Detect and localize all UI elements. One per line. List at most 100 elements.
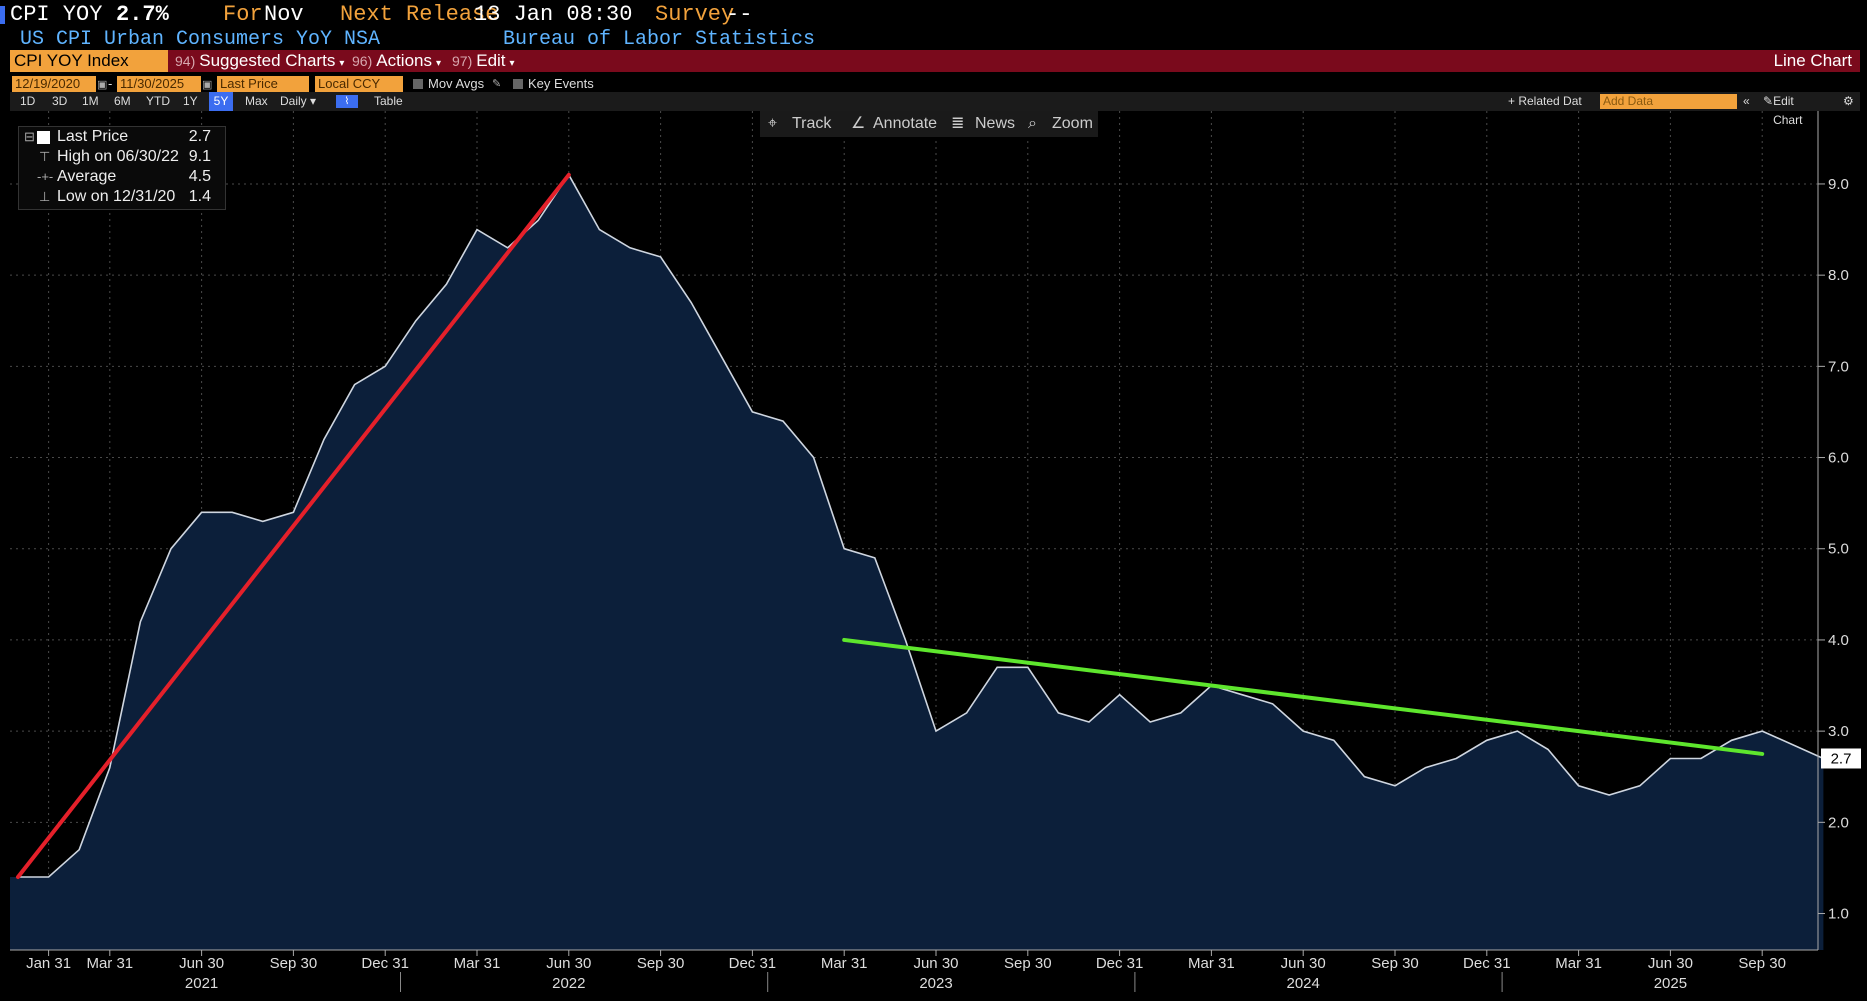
y-tick-label: 2.0 [1828, 814, 1849, 831]
edit-num: 97) [452, 53, 473, 69]
for-value: Nov [264, 2, 304, 27]
title-bar: CPI YOY 2.7% For Nov Next Release 13 Jan… [0, 0, 1867, 30]
y-tick-label: 4.0 [1828, 632, 1849, 649]
edit-menu[interactable]: 97) Edit ▾ [452, 50, 515, 72]
last-value-label: 2.7 [1831, 750, 1852, 767]
gear-icon[interactable]: ⚙ [1843, 94, 1854, 108]
price-field-select[interactable]: Last Price [217, 76, 309, 92]
for-label: For [223, 2, 263, 27]
legend-avg-value: 4.5 [188, 168, 211, 185]
range-bar: 1D 3D 1M 6M YTD 1Y 5Y Max Daily ▾ ⌇ Tabl… [10, 92, 1860, 127]
pencil-icon[interactable]: ✎ [492, 78, 502, 90]
legend-row-last[interactable]: ⊟ Last Price 2.7 [19, 127, 225, 147]
x-tick-label: Sep 30 [270, 955, 318, 972]
chart-type-label[interactable]: Line Chart [1773, 51, 1852, 70]
next-release-label: Next Release [340, 2, 499, 27]
survey-label: Survey [655, 2, 735, 27]
series-description: US CPI Urban Consumers YoY NSA [20, 28, 381, 51]
legend-low-label: Low on 12/31/20 [57, 188, 176, 205]
edit-chart-button[interactable]: ✎ Edit Chart [1763, 92, 1802, 127]
x-tick-label: Sep 30 [1738, 955, 1786, 972]
average-marker-icon: -+- [37, 169, 54, 184]
currency-select[interactable]: Local CCY [315, 76, 403, 92]
legend-high-label: High on 06/30/22 [57, 148, 179, 165]
key-events-label[interactable]: Key Events [528, 76, 594, 91]
year-label: 2025 [1654, 975, 1687, 992]
range-1d[interactable]: 1D [20, 94, 36, 108]
year-label: 2022 [552, 975, 585, 992]
legend-row-low: ⊥ Low on 12/31/20 1.4 [19, 187, 225, 207]
range-max[interactable]: Max [245, 94, 268, 108]
y-tick-label: 8.0 [1828, 267, 1849, 284]
white-square-icon [37, 131, 50, 144]
x-tick-label: Sep 30 [1004, 955, 1052, 972]
table-button[interactable]: Table [374, 94, 403, 108]
news-button[interactable]: News [975, 115, 1016, 132]
collapse-icon[interactable]: « [1743, 94, 1750, 108]
axes: 1.0 2.0 3.0 4.0 5.0 6.0 7.0 8.0 9.0 Jan 31 Mar 31 J… [10, 111, 1861, 992]
ticker-field[interactable]: CPI YOY Index [10, 50, 168, 72]
news-icon[interactable]: ≣ [951, 115, 965, 132]
ticker-marker [0, 6, 5, 24]
legend-row-average: -+- Average 4.5 [19, 167, 225, 187]
range-6m[interactable]: 6M [114, 94, 131, 108]
range-5y[interactable]: 5Y [209, 92, 233, 111]
green-trend-line [842, 637, 1765, 756]
x-tick-label: Mar 31 [1188, 955, 1235, 972]
legend-box: ⊟ Last Price 2.7 ⊤ High on 06/30/22 9.1 … [18, 126, 226, 210]
frequency-select[interactable]: Daily ▾ [280, 94, 317, 108]
key-events-checkbox[interactable] [513, 79, 523, 89]
legend-low-value: 1.4 [188, 188, 211, 205]
suggested-charts-menu[interactable]: 94) Suggested Charts ▾ [175, 50, 344, 72]
chart-mode-icon[interactable]: ⌇ [336, 95, 358, 108]
calendar-icon[interactable]: ▣ [202, 79, 213, 91]
range-3d[interactable]: 3D [52, 94, 68, 108]
y-tick-label: 9.0 [1828, 176, 1849, 193]
collapse-icon[interactable]: ⊟ [24, 129, 35, 144]
y-tick-label: 6.0 [1828, 450, 1849, 467]
actions-menu[interactable]: 96) Actions ▾ [352, 50, 441, 72]
x-tick-label: Sep 30 [1371, 955, 1419, 972]
dropdown-icon: ▾ [339, 58, 345, 69]
pencil-icon[interactable]: ∠ [851, 115, 866, 132]
x-tick-label: Jun 30 [546, 955, 591, 972]
trend-lines [16, 172, 1765, 880]
chart-toolbar: ⌖ Track ∠ Annotate ≣ News ⌕ Zoom [760, 111, 1098, 137]
subtitle-bar: US CPI Urban Consumers YoY NSA Bureau of… [0, 28, 1867, 52]
mov-avgs-label[interactable]: Mov Avgs [428, 76, 485, 91]
annotate-button[interactable]: Annotate [873, 115, 938, 132]
y-tick-label: 1.0 [1828, 906, 1849, 923]
y-tick-label: 7.0 [1828, 358, 1849, 375]
high-marker-icon: ⊤ [39, 149, 51, 164]
x-tick-label: Jan 31 [26, 955, 71, 972]
range-1m[interactable]: 1M [82, 94, 99, 108]
x-tick-label: Dec 31 [361, 955, 409, 972]
ticker: CPI YOY [10, 2, 103, 27]
zoom-button[interactable]: Zoom [1052, 115, 1093, 132]
year-label: 2021 [185, 975, 218, 992]
related-data-button[interactable]: + Related Dat [1508, 94, 1582, 108]
legend-last-label: Last Price [57, 128, 129, 145]
data-source: Bureau of Labor Statistics [503, 28, 816, 51]
suggested-charts-label: Suggested Charts [199, 51, 336, 70]
range-ytd[interactable]: YTD [146, 94, 170, 108]
mov-avgs-checkbox[interactable] [413, 79, 423, 89]
date-separator: - [108, 76, 113, 91]
calendar-icon[interactable]: ▣ [97, 79, 108, 91]
add-data-input[interactable]: Add Data [1600, 94, 1737, 109]
y-tick-label: 5.0 [1828, 541, 1849, 558]
next-release-value: 13 Jan 08:30 [474, 2, 633, 27]
zoom-icon[interactable]: ⌕ [1028, 115, 1037, 132]
crosshair-icon[interactable]: ⌖ [768, 115, 778, 132]
start-date-field[interactable]: 12/19/2020 [12, 76, 96, 92]
end-date-field[interactable]: 11/30/2025 [117, 76, 201, 92]
area-fill [10, 174, 1824, 951]
edit-chart-label: Edit Chart [1773, 94, 1803, 127]
x-tick-label: Mar 31 [454, 955, 501, 972]
range-1y[interactable]: 1Y [183, 94, 198, 108]
x-tick-label: Jun 30 [179, 955, 224, 972]
legend-high-value: 9.1 [188, 148, 211, 165]
x-tick-label: Dec 31 [1096, 955, 1144, 972]
track-button[interactable]: Track [792, 115, 832, 132]
